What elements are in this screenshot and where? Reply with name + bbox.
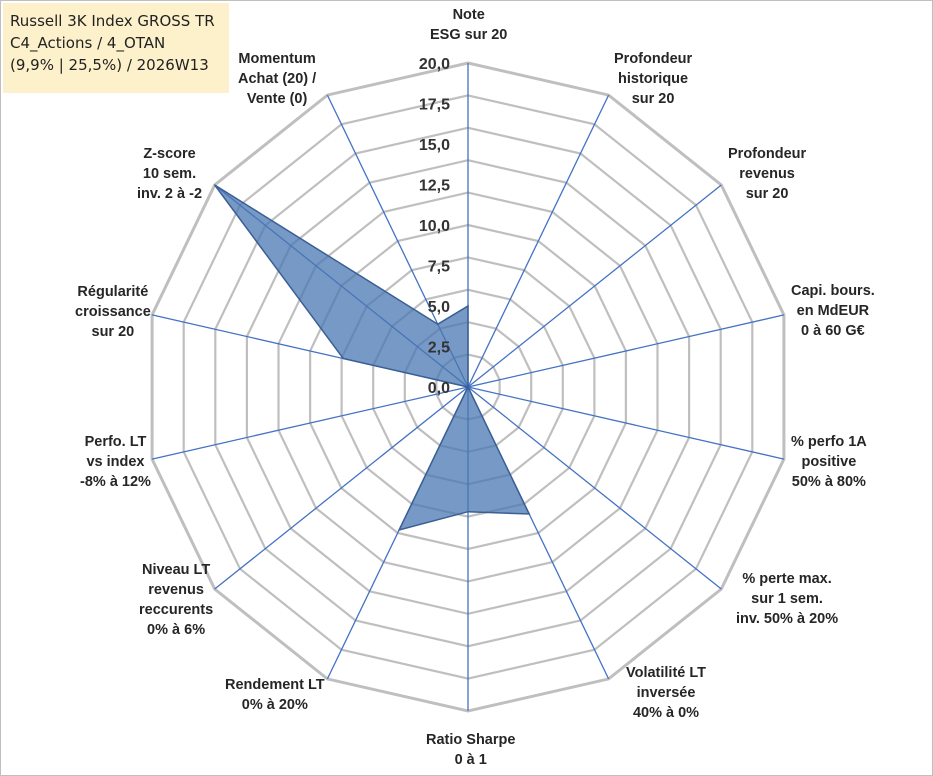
info-line-index: Russell 3K Index GROSS TR: [10, 12, 215, 30]
axis-label-1: Profondeur historique sur 20: [614, 49, 692, 109]
tick-label: 0,0: [428, 380, 450, 397]
axis-label-line: Profondeur: [614, 51, 693, 67]
axis-label-line: 0% à 20%: [241, 697, 308, 713]
axis-label-line: sur 20: [91, 324, 135, 340]
spoke-2: [467, 184, 722, 388]
data-point-8: [398, 529, 400, 531]
info-box: Russell 3K Index GROSS TR C4_Actions / 4…: [3, 3, 229, 93]
axis-label-line: % perfo 1A: [791, 434, 867, 450]
axis-label-6: Volatilité LT inversée 40% à 0%: [626, 663, 706, 723]
axis-label-line: % perte max.: [742, 571, 832, 587]
axis-label-line: Vente (0): [246, 91, 308, 107]
axis-label-line: sur 20: [631, 91, 675, 107]
tick-label: 12,5: [419, 178, 450, 195]
axis-label-line: ESG sur 20: [430, 27, 508, 43]
data-point-12: [214, 184, 216, 186]
axis-label-line: revenus: [148, 582, 204, 598]
axis-label-10: Perfo. LT vs index -8% à 12%: [80, 432, 151, 492]
data-point-7: [467, 511, 469, 513]
axis-label-line: positive: [801, 454, 857, 470]
axis-label-line: Capi. bours.: [791, 283, 875, 299]
info-line-category: C4_Actions / 4_OTAN: [10, 34, 166, 52]
axis-label-line: Niveau LT: [141, 562, 211, 578]
spoke-10: [151, 386, 469, 460]
axis-label-4: % perfo 1A positive 50% à 80%: [791, 432, 867, 492]
axis-label-line: historique: [618, 71, 689, 87]
tick-label: 2,5: [428, 340, 450, 357]
radar-series: [214, 184, 531, 532]
spoke-1: [467, 94, 610, 388]
data-point-10: [467, 386, 469, 388]
tick-label: 17,5: [419, 97, 450, 114]
axis-label-2: Profondeur revenus sur 20: [728, 144, 806, 204]
axis-label-line: Volatilité LT: [626, 665, 707, 681]
axis-label-line: Profondeur: [728, 146, 807, 162]
axis-label-13: Momentum Achat (20) / Vente (0): [238, 49, 316, 109]
tick-label: 5,0: [428, 299, 450, 316]
axis-label-line: Momentum: [238, 51, 316, 67]
tick-label: 10,0: [419, 218, 450, 235]
tick-label: 15,0: [419, 137, 450, 154]
axis-label-line: Perfo. LT: [84, 434, 147, 450]
axis-label-line: Z-score: [143, 146, 196, 162]
axis-label-5: % perte max. sur 1 sem. inv. 50% à 20%: [736, 569, 838, 629]
spoke-9: [214, 386, 469, 590]
series-area: [214, 184, 531, 532]
axis-label-line: Régularité: [77, 284, 149, 300]
axis-label-line: Achat (20) /: [238, 71, 317, 87]
axis-label-0: Note ESG sur 20: [430, 5, 507, 45]
axis-label-9: Niveau LT revenus reccurents 0% à 6%: [139, 560, 213, 640]
axis-label-line: 50% à 80%: [791, 474, 866, 490]
axis-label-line: inv. 50% à 20%: [736, 611, 839, 627]
axis-label-3: Capi. bours. en MdEUR 0 à 60 G€: [791, 281, 875, 341]
axis-label-line: vs index: [86, 454, 145, 470]
spoke-5: [467, 386, 722, 590]
spoke-3: [467, 314, 785, 388]
data-point-0: [467, 305, 469, 307]
axis-label-line: 40% à 0%: [632, 705, 700, 721]
axis-label-12: Z-score 10 sem. inv. 2 à -2: [137, 144, 202, 204]
axis-label-line: sur 20: [745, 186, 789, 202]
axis-label-line: Rendement LT: [225, 677, 325, 693]
axis-label-8: Rendement LT 0% à 20%: [225, 675, 325, 715]
axis-label-line: 0% à 6%: [147, 622, 206, 638]
axis-label-line: Ratio Sharpe: [426, 732, 516, 748]
axis-label-line: -8% à 12%: [80, 474, 151, 490]
axis-label-11: Régularité croissance sur 20: [75, 282, 151, 342]
tick-label: 7,5: [428, 259, 450, 276]
axis-label-line: 0 à 60 G€: [801, 323, 865, 339]
axis-label-line: 0 à 1: [454, 752, 487, 768]
axis-label-line: inv. 2 à -2: [137, 186, 203, 202]
info-line-period: (9,9% | 25,5%) / 2026W13: [10, 56, 209, 74]
data-point-6: [528, 513, 530, 515]
axis-label-line: reccurents: [139, 602, 214, 618]
spoke-4: [467, 386, 785, 460]
axis-label-line: sur 1 sem.: [751, 591, 823, 607]
axis-label-7: Ratio Sharpe 0 à 1: [426, 730, 515, 770]
axis-label-line: 10 sem.: [142, 166, 197, 182]
axis-label-line: croissance: [75, 304, 151, 320]
axis-label-line: inversée: [636, 685, 696, 701]
axis-label-line: revenus: [739, 166, 795, 182]
data-point-11: [342, 357, 344, 360]
axis-label-line: Note: [452, 7, 485, 23]
data-point-13: [437, 323, 439, 325]
radial-tick-labels: 0,0 2,5 5,0 7,5 10,0 12,5 15,0 17,5 20,0: [419, 56, 450, 397]
tick-label: 20,0: [419, 56, 450, 73]
axis-label-line: en MdEUR: [796, 303, 870, 319]
